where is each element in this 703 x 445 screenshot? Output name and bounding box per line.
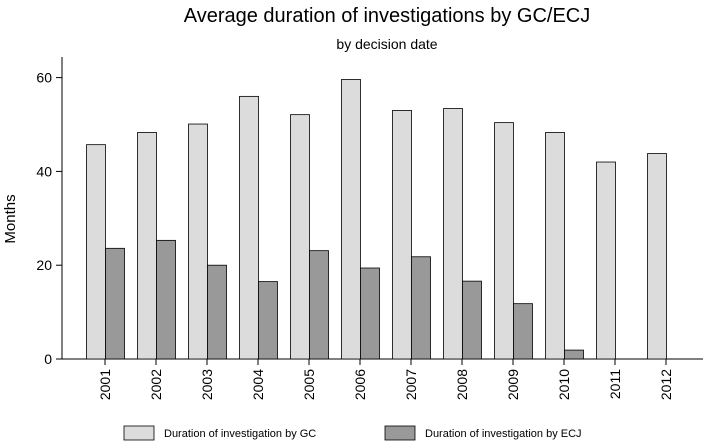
x-tick-label: 2005 (301, 369, 317, 400)
y-tick-label: 20 (36, 257, 52, 273)
bar-ecj (513, 303, 533, 360)
bar-gc (290, 114, 310, 360)
bar-ecj (207, 264, 227, 360)
y-tick-label: 0 (44, 351, 52, 367)
x-tick-label: 2009 (505, 369, 521, 400)
chart-subtitle: by decision date (336, 36, 437, 52)
chart-title: Average duration of investigations by GC… (184, 5, 591, 27)
bar-gc (86, 144, 106, 360)
x-tick-label: 2008 (454, 369, 470, 400)
x-tick-label: 2011 (607, 369, 623, 399)
x-tick-label: 2001 (97, 369, 113, 400)
bar-gc (188, 123, 208, 360)
y-tick-label: 40 (36, 163, 52, 179)
bar-gc (494, 122, 514, 360)
y-axis-label: Months (2, 194, 19, 243)
legend-swatch (384, 425, 416, 441)
bar-gc (443, 108, 463, 360)
legend-swatch (123, 425, 155, 441)
bar-ecj (462, 280, 482, 360)
bar-gc (596, 161, 616, 360)
bar-ecj (156, 239, 176, 360)
x-tick-label: 2002 (148, 369, 164, 400)
x-tick-label: 2004 (250, 369, 266, 400)
x-tick-label: 2012 (658, 369, 674, 400)
bar-gc (137, 132, 157, 360)
bar-gc (239, 95, 259, 360)
x-tick-label: 2007 (403, 369, 419, 400)
bar-ecj (309, 250, 329, 360)
x-tick-label: 2010 (556, 369, 572, 400)
y-tick-label: 60 (36, 70, 52, 86)
bar-ecj (360, 267, 380, 360)
bar-ecj (564, 349, 584, 360)
bar-gc (545, 132, 565, 360)
legend-label: Duration of investigation by ECJ (425, 428, 582, 440)
bar-ecj (258, 281, 278, 360)
bars (86, 79, 667, 360)
bar-gc (392, 110, 412, 360)
legend: Duration of investigation by GC Duration … (123, 425, 582, 441)
bar-ecj (105, 247, 125, 360)
bar-gc (341, 79, 361, 360)
bar-ecj (411, 256, 431, 360)
bar-gc (647, 153, 667, 360)
legend-label: Duration of investigation by GC (164, 428, 316, 440)
x-tick-label: 2003 (199, 369, 215, 400)
x-tick-label: 2006 (352, 369, 368, 400)
x-tick-labels: 2001 2002 2003 2004 2005 2006 2007 2008 2009 2010… (97, 369, 674, 400)
